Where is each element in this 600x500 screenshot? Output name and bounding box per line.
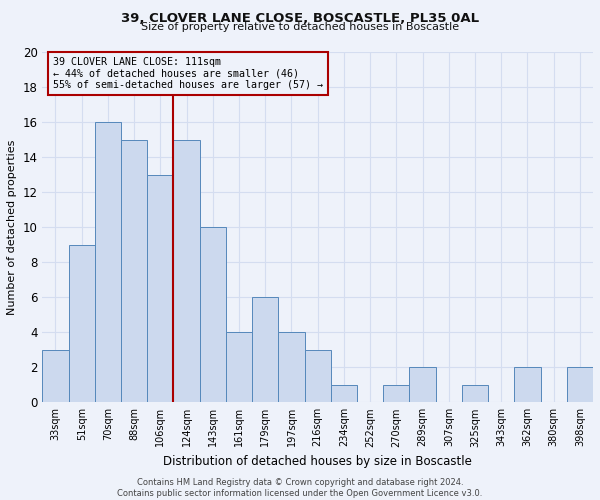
X-axis label: Distribution of detached houses by size in Boscastle: Distribution of detached houses by size … xyxy=(163,455,472,468)
Bar xyxy=(383,385,409,402)
Text: 39 CLOVER LANE CLOSE: 111sqm
← 44% of detached houses are smaller (46)
55% of se: 39 CLOVER LANE CLOSE: 111sqm ← 44% of de… xyxy=(53,57,323,90)
Bar xyxy=(121,140,147,402)
Bar xyxy=(95,122,121,402)
Bar xyxy=(305,350,331,403)
Bar xyxy=(278,332,305,402)
Bar xyxy=(173,140,200,402)
Bar xyxy=(567,368,593,402)
Bar xyxy=(226,332,252,402)
Bar xyxy=(68,244,95,402)
Text: Contains HM Land Registry data © Crown copyright and database right 2024.
Contai: Contains HM Land Registry data © Crown c… xyxy=(118,478,482,498)
Bar xyxy=(331,385,357,402)
Bar xyxy=(200,227,226,402)
Bar xyxy=(409,368,436,402)
Bar xyxy=(43,350,68,403)
Bar xyxy=(147,174,173,402)
Bar xyxy=(462,385,488,402)
Bar xyxy=(514,368,541,402)
Bar xyxy=(252,297,278,403)
Y-axis label: Number of detached properties: Number of detached properties xyxy=(7,140,17,315)
Text: Size of property relative to detached houses in Boscastle: Size of property relative to detached ho… xyxy=(141,22,459,32)
Text: 39, CLOVER LANE CLOSE, BOSCASTLE, PL35 0AL: 39, CLOVER LANE CLOSE, BOSCASTLE, PL35 0… xyxy=(121,12,479,26)
